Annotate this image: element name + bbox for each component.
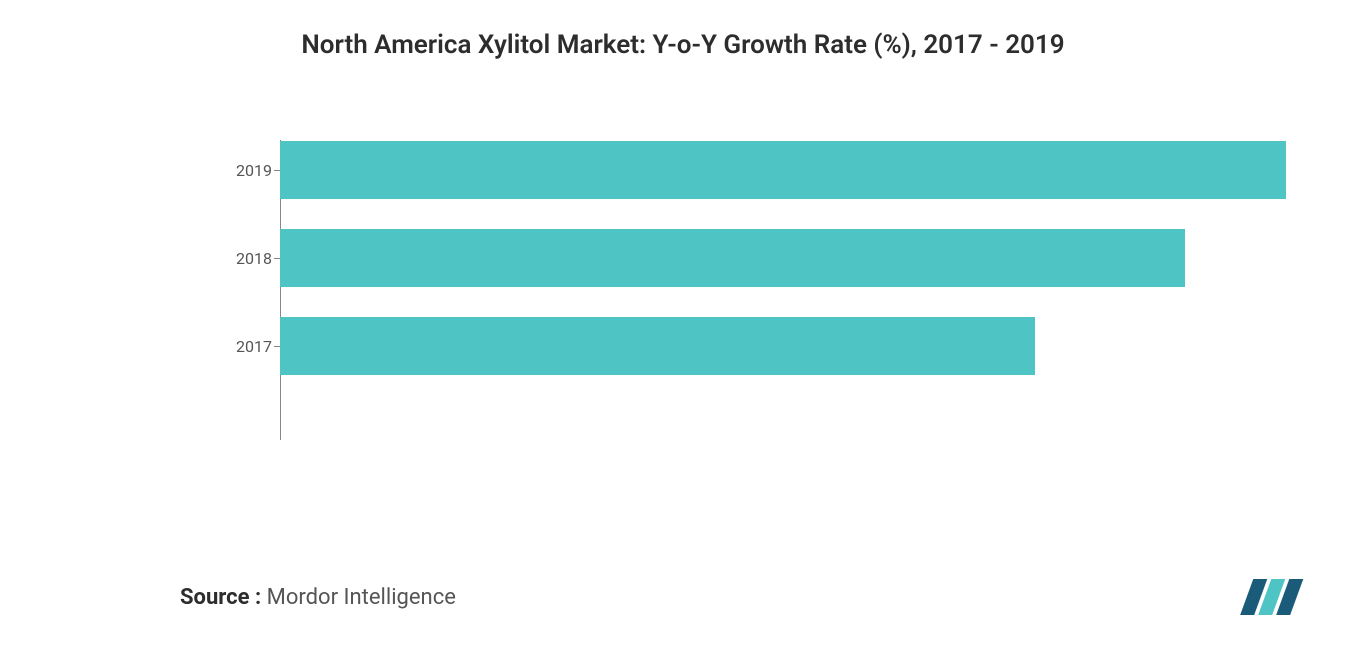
bar-2017 [280,317,1035,375]
bar-label-2018: 2018 [222,249,272,268]
chart-container: North America Xylitol Market: Y-o-Y Grow… [0,0,1366,655]
footer-area: Source : Mordor Intelligence [180,577,1306,617]
bar-label-2019: 2019 [222,161,272,180]
source-text: Source : Mordor Intelligence [180,585,456,610]
source-name: Mordor Intelligence [267,585,456,610]
bar-2019 [280,141,1286,199]
bar-row: 2018 [280,228,1286,288]
chart-title: North America Xylitol Market: Y-o-Y Grow… [40,30,1326,60]
bar-label-2017: 2017 [222,337,272,356]
bar-2018 [280,229,1185,287]
bar-row: 2017 [280,316,1286,376]
bars-area: 2019 2018 2017 [280,140,1286,420]
logo-icon [1236,577,1306,617]
bar-row: 2019 [280,140,1286,200]
source-label: Source : [180,585,261,610]
